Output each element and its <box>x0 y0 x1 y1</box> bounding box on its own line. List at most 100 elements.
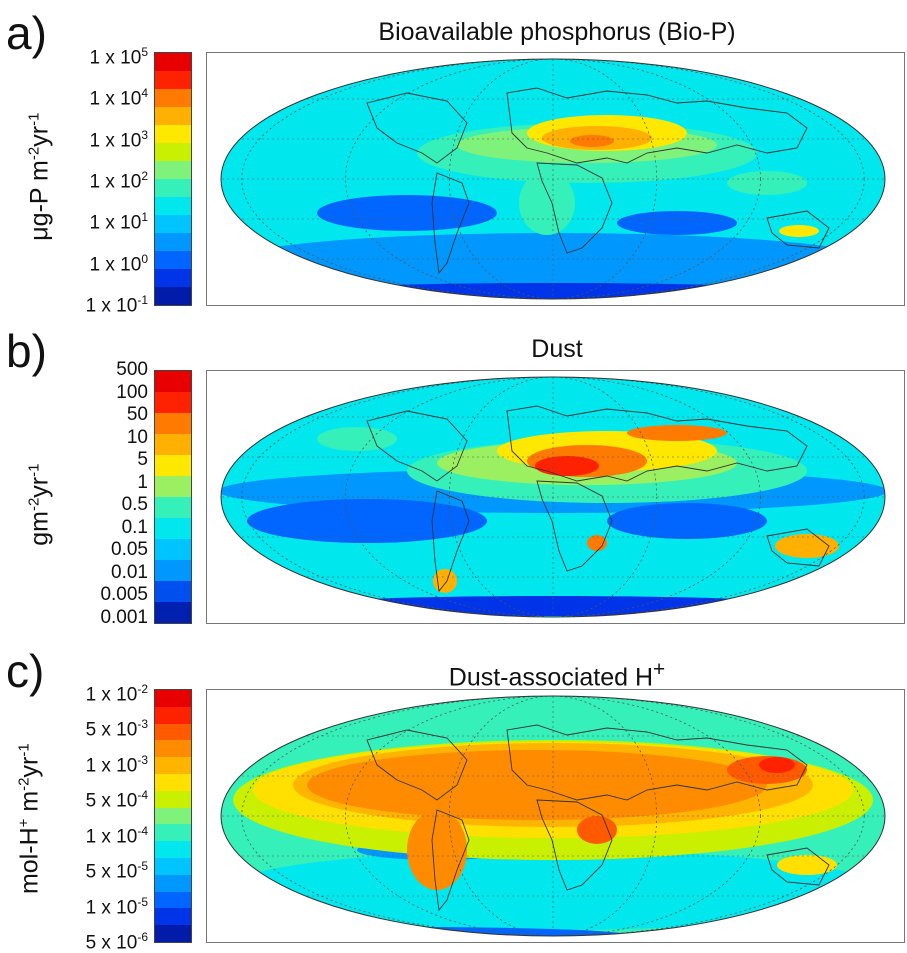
colorbar-tick: 1 x 10-3 <box>85 752 148 777</box>
panel-a: a) Bioavailable phosphorus (Bio-P) μg-P … <box>0 0 907 318</box>
colorbar-swatch <box>155 392 191 413</box>
colorbar-swatch <box>155 824 191 842</box>
panel-letter: a) <box>6 7 47 59</box>
colorbar-swatch <box>155 539 191 560</box>
map-frame <box>206 689 905 943</box>
colorbar-tick: 0.05 <box>111 539 148 561</box>
colorbar-tick: 1 x 10-4 <box>85 823 148 848</box>
colorbar-swatch <box>155 581 191 602</box>
colorbar-swatch <box>155 143 191 161</box>
colorbar-swatch <box>155 740 191 758</box>
map-value-region <box>433 569 457 593</box>
map-value-region <box>627 425 727 441</box>
panel-letter: b) <box>6 325 47 377</box>
colorbar <box>154 370 192 624</box>
colorbar-tick: 1 <box>137 471 148 493</box>
colorbar-swatch <box>155 807 191 825</box>
colorbar-tick: 0.5 <box>121 494 148 516</box>
colorbar-swatch <box>155 215 191 233</box>
colorbar-swatch <box>155 251 191 269</box>
colorbar-tick: 1 x 10-1 <box>85 293 148 317</box>
map-outline <box>220 58 886 300</box>
colorbar-tick-labels: 1 x 10-2 5 x 10-3 1 x 10-3 5 x 10-4 1 x 10-4… <box>40 682 148 953</box>
colorbar-swatch <box>155 287 191 305</box>
colorbar-tick: 0.1 <box>121 516 148 538</box>
colorbar-swatch <box>155 197 191 215</box>
coastline <box>431 172 470 275</box>
graticule-meridian <box>241 377 865 617</box>
map-frame <box>206 52 905 306</box>
graticule-meridian <box>448 377 658 617</box>
colorbar-tick: 1 x 101 <box>89 210 148 234</box>
map-title: Dust <box>531 335 583 363</box>
graticule-meridian <box>345 59 761 299</box>
map-value-region <box>607 503 767 539</box>
colorbar-tick: 5 x 10-6 <box>85 930 148 953</box>
map-value-region <box>317 427 397 451</box>
map-value-region <box>779 225 819 237</box>
colorbar-tick: 1 x 103 <box>89 127 148 151</box>
colorbar-tick: 100 <box>116 381 148 403</box>
map-value-region <box>570 135 614 147</box>
map-value-region <box>587 535 607 551</box>
colorbar-swatch <box>155 874 191 892</box>
colorbar-tick: 0.001 <box>100 607 148 628</box>
colorbar-tick: 5 <box>137 449 148 471</box>
colorbar-swatch <box>155 723 191 741</box>
colorbar-swatch <box>155 706 191 724</box>
colorbar-swatch <box>155 857 191 875</box>
map-value-region <box>777 855 837 875</box>
colorbar-tick: 0.01 <box>111 561 148 583</box>
colorbar-swatch <box>155 518 191 539</box>
colorbar-swatch <box>155 925 191 942</box>
colorbar-tick: 1 x 100 <box>89 251 148 275</box>
coastline <box>366 92 468 164</box>
colorbar-swatch <box>155 891 191 909</box>
colorbar-swatch <box>155 476 191 497</box>
colorbar-swatch <box>155 53 191 71</box>
coastline <box>536 162 613 254</box>
colorbar-tick-labels: 1 x 105 1 x 104 1 x 103 1 x 102 1 x 101 1 x 1… <box>40 45 148 316</box>
panel-letter: c) <box>6 645 45 697</box>
colorbar-swatch <box>155 497 191 518</box>
colorbar-tick: 5 x 10-5 <box>85 859 148 883</box>
coastline <box>766 210 830 249</box>
colorbar-swatch <box>155 602 191 623</box>
coastline <box>766 847 830 886</box>
panel-b: b) Dust gm-2yr-1 500 100 50 10 5 1 0.5 0.1 0.05 0… <box>0 318 907 636</box>
colorbar-swatch <box>155 560 191 581</box>
colorbar-tick: 1 x 10-2 <box>85 682 148 706</box>
colorbar-swatch <box>155 908 191 926</box>
colorbar-tick: 1 x 10-5 <box>85 894 148 918</box>
colorbar-tick: 5 x 10-4 <box>85 788 148 812</box>
colorbar-tick: 5 x 10-3 <box>85 717 148 741</box>
map-value-region <box>577 816 617 844</box>
map-value-region <box>247 499 487 543</box>
coastline <box>536 480 613 572</box>
colorbar-swatch <box>155 107 191 125</box>
map-value-region <box>617 211 737 235</box>
graticule-meridian <box>345 696 761 936</box>
map-outline <box>220 695 886 937</box>
colorbar-swatch <box>155 690 191 707</box>
colorbar-swatch <box>155 179 191 197</box>
coastline <box>506 724 808 801</box>
map-outline <box>220 376 886 618</box>
colorbar-tick: 500 <box>116 359 148 380</box>
colorbar-swatch <box>155 413 191 434</box>
map-value-region <box>775 534 839 558</box>
coastline <box>766 528 830 567</box>
colorbar-tick: 50 <box>126 404 148 426</box>
coastline <box>431 490 470 593</box>
colorbar-swatch <box>155 89 191 107</box>
graticule-meridian <box>448 59 658 299</box>
map-value-region <box>223 850 883 930</box>
map-value-region <box>535 456 599 476</box>
map-value-region <box>759 757 795 773</box>
graticule-meridian <box>241 59 865 299</box>
coastline <box>366 410 468 482</box>
map-value-region <box>317 195 497 231</box>
colorbar-tick: 10 <box>126 426 148 448</box>
world-map <box>220 58 886 300</box>
world-map <box>220 376 886 618</box>
